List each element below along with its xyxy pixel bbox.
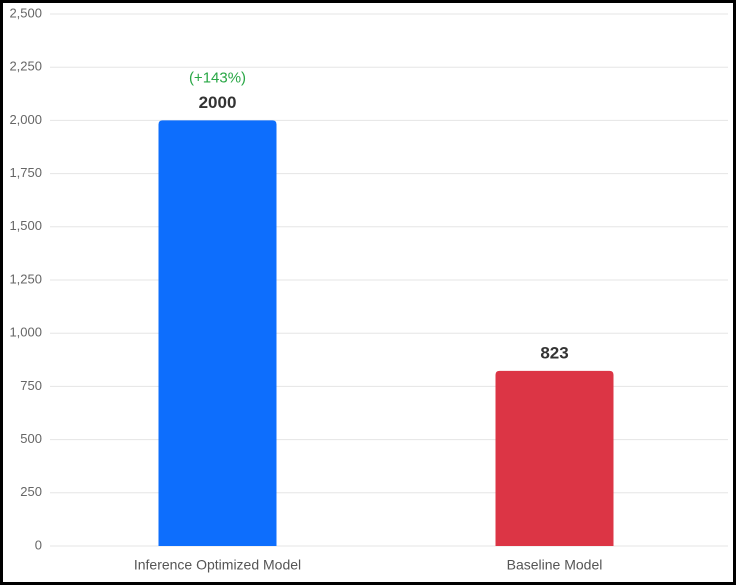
y-tick-label: 1,750 [9,165,42,180]
y-tick-label: 750 [20,378,42,393]
y-tick-label: 0 [35,537,42,552]
y-tick-label: 2,000 [9,112,42,127]
y-tick-label: 1,250 [9,271,42,286]
x-tick-label: Baseline Model [507,557,603,573]
y-tick-label: 1,000 [9,325,42,340]
y-tick-label: 2,500 [9,5,42,20]
y-tick-label: 2,250 [9,59,42,74]
bar [158,120,277,547]
y-tick-label: 500 [20,431,42,446]
value-label: 2000 [199,93,237,112]
annotation: (+143%) [189,69,246,86]
value-label: 823 [540,343,568,362]
y-tick-label: 250 [20,484,42,499]
x-tick-label: Inference Optimized Model [134,557,301,573]
y-tick-label: 1,500 [9,218,42,233]
bar [495,370,614,546]
